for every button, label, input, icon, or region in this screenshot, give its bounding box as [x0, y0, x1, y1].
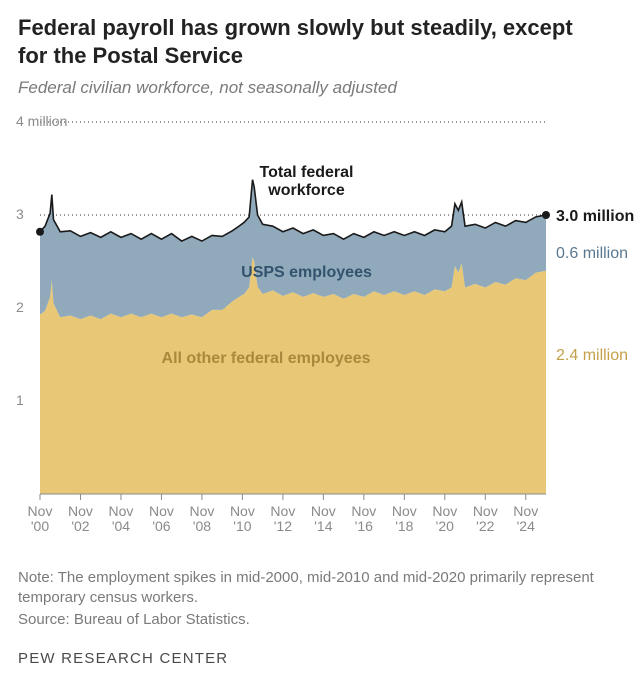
y-axis-label: 3	[16, 206, 24, 222]
y-axis-label: 1	[16, 392, 24, 408]
x-axis-label: Nov'18	[384, 504, 424, 535]
footnote-text: Note: The employment spikes in mid-2000,…	[18, 568, 608, 609]
chart-annotation: 3.0 million	[556, 208, 634, 226]
x-axis-label: Nov'02	[60, 504, 100, 535]
x-axis-label: Nov'20	[425, 504, 465, 535]
x-axis-label: Nov'08	[182, 504, 222, 535]
brand-footer: PEW RESEARCH CENTER	[18, 650, 228, 667]
x-axis-label: Nov'24	[506, 504, 546, 535]
chart-annotation: Total federal workforce	[260, 164, 354, 200]
x-axis-label: Nov'22	[465, 504, 505, 535]
chart-annotation: 2.4 million	[556, 347, 628, 365]
chart-annotation: All other federal employees	[162, 350, 371, 368]
x-axis-label: Nov'04	[101, 504, 141, 535]
source-text: Source: Bureau of Labor Statistics.	[18, 610, 608, 630]
x-axis-label: Nov'10	[222, 504, 262, 535]
y-axis-label: 2	[16, 299, 24, 315]
x-axis-label: Nov'12	[263, 504, 303, 535]
x-axis-label: Nov'00	[20, 504, 60, 535]
chart-annotation: 0.6 million	[556, 245, 628, 263]
x-axis-label: Nov'16	[344, 504, 384, 535]
chart-annotation: USPS employees	[241, 264, 372, 282]
y-axis-label: 4 million	[16, 113, 67, 129]
x-axis-label: Nov'06	[141, 504, 181, 535]
x-axis-label: Nov'14	[303, 504, 343, 535]
